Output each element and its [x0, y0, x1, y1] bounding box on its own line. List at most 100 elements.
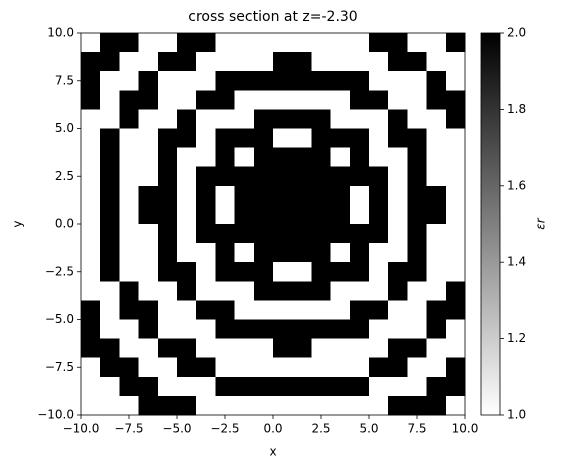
heatmap-cell — [215, 166, 236, 187]
heatmap-cell — [253, 281, 274, 301]
heatmap-cell — [138, 395, 159, 416]
heatmap-cell — [81, 224, 101, 244]
heatmap-cell — [119, 319, 140, 340]
y-tick-label: 0.0 — [55, 217, 74, 231]
heatmap-cell — [273, 109, 293, 129]
heatmap-cell — [273, 52, 293, 72]
heatmap-cell — [330, 357, 351, 378]
heatmap-cell — [119, 338, 140, 359]
heatmap-cell — [388, 395, 408, 416]
heatmap-cell — [349, 300, 370, 320]
y-tick-label: −10.0 — [37, 408, 74, 422]
heatmap-cell — [349, 357, 370, 378]
heatmap-cell — [81, 52, 101, 72]
heatmap-cell — [100, 109, 120, 129]
heatmap-cell — [234, 90, 255, 110]
heatmap-cell — [119, 395, 140, 416]
heatmap-cell — [234, 224, 255, 244]
heatmap-cell — [138, 147, 159, 168]
heatmap-cell — [330, 90, 351, 110]
heatmap-cell — [215, 185, 236, 206]
heatmap-cell — [369, 224, 389, 244]
heatmap-cell — [445, 357, 466, 378]
heatmap-cell — [349, 166, 370, 187]
heatmap-cell — [100, 185, 120, 206]
heatmap-cell — [426, 224, 447, 244]
y-axis-label: y — [11, 220, 25, 227]
colorbar-tick-label: 1.2 — [507, 331, 526, 345]
heatmap-cell — [369, 300, 389, 320]
heatmap-cell — [349, 395, 370, 416]
heatmap-cell — [311, 147, 332, 168]
heatmap-cell — [234, 300, 255, 320]
heatmap-cell — [330, 52, 351, 72]
heatmap-cell — [119, 376, 140, 397]
heatmap-cell — [138, 166, 159, 187]
heatmap-cell — [407, 166, 428, 187]
heatmap-cell — [369, 319, 389, 340]
x-tick-label: 7.5 — [407, 422, 426, 436]
heatmap-cell — [100, 338, 120, 359]
heatmap-cell — [292, 300, 312, 320]
heatmap-cell — [253, 243, 274, 263]
heatmap-cell — [138, 319, 159, 340]
heatmap-cell — [388, 338, 408, 359]
heatmap-cell — [196, 300, 216, 320]
heatmap-cell — [426, 338, 447, 359]
colorbar — [480, 32, 501, 416]
heatmap-cell — [157, 243, 178, 263]
heatmap-cell — [407, 52, 428, 72]
heatmap-cell — [292, 109, 312, 129]
heatmap-cell — [273, 204, 293, 225]
heatmap-cell — [445, 338, 466, 359]
colorbar-tick-label: 1.0 — [507, 408, 526, 422]
heatmap-cell — [407, 224, 428, 244]
chart-title: cross section at z=-2.30 — [188, 9, 357, 25]
y-tick-label: 5.0 — [55, 121, 74, 135]
heatmap-cell — [426, 128, 447, 149]
heatmap-cell — [330, 128, 351, 149]
heatmap-cell — [215, 128, 236, 149]
heatmap-cell — [215, 109, 236, 129]
heatmap-cell — [81, 281, 101, 301]
heatmap-cell — [292, 395, 312, 416]
heatmap-cell — [138, 33, 159, 53]
heatmap-cell — [388, 357, 408, 378]
heatmap-cell — [330, 243, 351, 263]
heatmap-cell — [369, 109, 389, 129]
heatmap-cell — [138, 243, 159, 263]
heatmap-cell — [177, 128, 197, 149]
heatmap-cell — [445, 224, 466, 244]
heatmap-cell — [177, 109, 197, 129]
heatmap-cell — [426, 90, 447, 110]
heatmap-cell — [426, 71, 447, 91]
heatmap-cell — [215, 319, 236, 340]
heatmap-cell — [215, 147, 236, 168]
heatmap-cell — [273, 395, 293, 416]
heatmap-cell — [273, 224, 293, 244]
heatmap-cell — [196, 338, 216, 359]
heatmap-cell — [369, 33, 389, 53]
heatmap-cell — [177, 338, 197, 359]
heatmap-cell — [119, 128, 140, 149]
heatmap-cell — [119, 147, 140, 168]
heatmap-cell — [81, 166, 101, 187]
heatmap-cell — [157, 128, 178, 149]
heatmap-cell — [330, 319, 351, 340]
heatmap-cell — [215, 204, 236, 225]
heatmap-cell — [311, 224, 332, 244]
heatmap-cell — [330, 281, 351, 301]
heatmap-cell — [177, 185, 197, 206]
heatmap-cell — [234, 52, 255, 72]
heatmap-cell — [253, 71, 274, 91]
heatmap-cell — [388, 300, 408, 320]
heatmap-cell — [215, 243, 236, 263]
heatmap-cell — [330, 71, 351, 91]
heatmap-cell — [388, 90, 408, 110]
y-tick-label: −7.5 — [45, 360, 74, 374]
heatmap-cell — [234, 376, 255, 397]
heatmap-cell — [119, 204, 140, 225]
heatmap-cell — [388, 147, 408, 168]
heatmap-cell — [157, 395, 178, 416]
heatmap-cell — [330, 300, 351, 320]
